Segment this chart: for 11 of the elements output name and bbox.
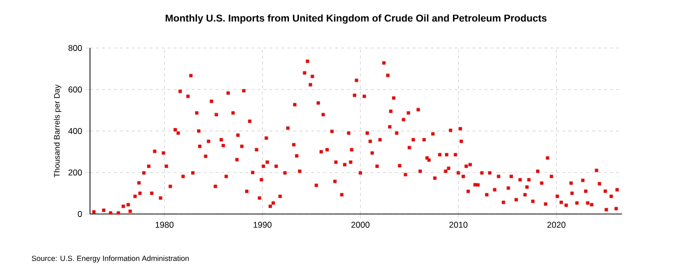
x-tick-label: 1980: [156, 222, 174, 228]
x-tick-label: 2010: [449, 222, 468, 228]
chart-title: Monthly U.S. Imports from United Kingdom of Crude Oil and Petroleum Products: [166, 14, 547, 24]
y-tick-label: 200: [68, 170, 82, 176]
x-tick-label: 1990: [254, 222, 272, 228]
y-tick-label: 600: [68, 86, 82, 92]
y-tick-label: 0: [78, 211, 82, 217]
y-tick-label: 400: [68, 128, 82, 134]
y-tick-label: 800: [68, 45, 82, 51]
x-tick-label: 2020: [547, 222, 566, 228]
x-tick-label: 2000: [351, 222, 370, 228]
